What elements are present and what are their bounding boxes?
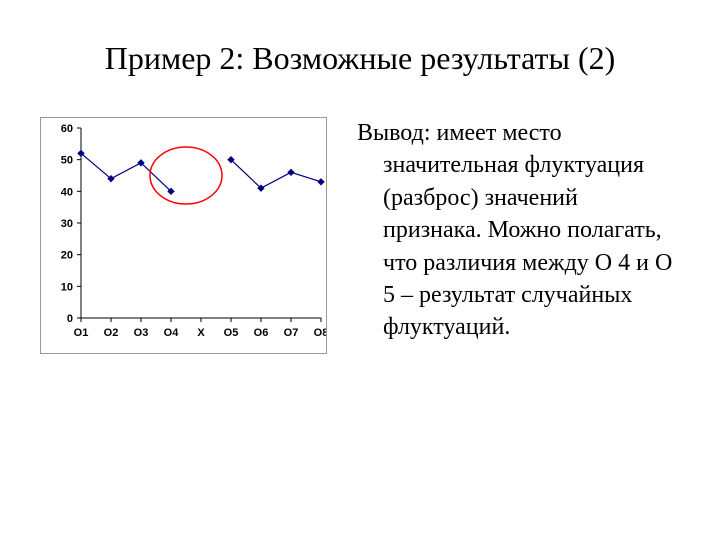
- svg-text:X: X: [197, 327, 205, 339]
- svg-text:40: 40: [61, 186, 73, 198]
- slide-title: Пример 2: Возможные результаты (2): [40, 40, 680, 77]
- chart-border: 0 10 20 30 40 50 60 O1 O2 O3 O4 X O5 O6 O7 O8: [40, 117, 327, 354]
- svg-text:O8: O8: [314, 327, 326, 339]
- svg-text:O2: O2: [104, 327, 119, 339]
- svg-text:10: 10: [61, 281, 73, 293]
- svg-text:O3: O3: [134, 327, 149, 339]
- svg-text:0: 0: [67, 313, 73, 325]
- conclusion-paragraph: Вывод: имеет место значительная флуктуац…: [357, 117, 680, 344]
- svg-text:30: 30: [61, 218, 73, 230]
- svg-text:O4: O4: [164, 327, 180, 339]
- svg-text:50: 50: [61, 155, 73, 167]
- svg-text:20: 20: [61, 250, 73, 262]
- slide: Пример 2: Возможные результаты (2) 0 10 20…: [0, 0, 720, 540]
- svg-text:O5: O5: [224, 327, 239, 339]
- line-chart: 0 10 20 30 40 50 60 O1 O2 O3 O4 X O5 O6 O7 O8: [41, 118, 326, 348]
- conclusion-text-block: Вывод: имеет место значительная флуктуац…: [357, 117, 680, 344]
- svg-text:60: 60: [61, 123, 73, 135]
- svg-text:O6: O6: [254, 327, 269, 339]
- chart-container: 0 10 20 30 40 50 60 O1 O2 O3 O4 X O5 O6 O7 O8: [40, 117, 327, 354]
- svg-text:O7: O7: [284, 327, 299, 339]
- svg-text:O1: O1: [74, 327, 89, 339]
- content-row: 0 10 20 30 40 50 60 O1 O2 O3 O4 X O5 O6 O7 O8 Вывод: им…: [40, 117, 680, 354]
